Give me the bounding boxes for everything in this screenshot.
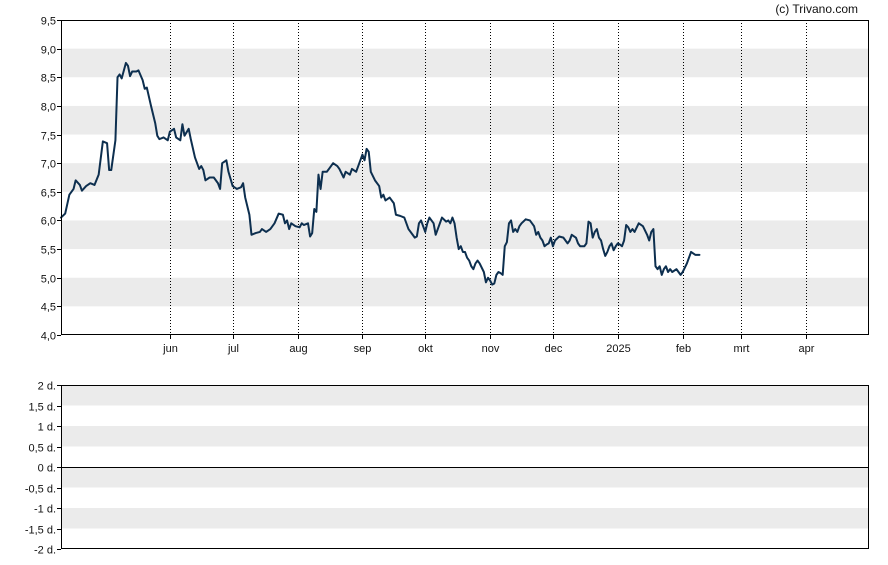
y-tick-label: -2 d. xyxy=(34,545,56,557)
price-band xyxy=(61,277,869,307)
x-tick-label: okt xyxy=(418,343,433,355)
y-tick-label: 7,0 xyxy=(41,159,56,171)
x-tick-label: nov xyxy=(482,343,500,355)
y-tick-label: 5,5 xyxy=(41,245,56,257)
price-band xyxy=(61,105,869,135)
y-tick-label: 0 d. xyxy=(38,463,56,475)
y-tick-label: 2 d. xyxy=(38,381,56,393)
copyright-label: (c) Trivano.com xyxy=(775,2,858,16)
x-tick-label: 2025 xyxy=(606,343,630,355)
y-tick-label: 4,5 xyxy=(41,302,56,314)
indicator-y-axis: -2 d. -1,5 d. -1 d. -0,5 d. 0 d. 0,5 d. 1 d. 1,… xyxy=(25,381,61,557)
price-y-axis: 4,0 4,5 5,0 5,5 6,0 6,5 7,0 7,5 8,0 8,5 9,0 9,5 xyxy=(41,16,61,343)
price-band xyxy=(61,220,869,250)
x-tick-label: mrt xyxy=(734,343,750,355)
y-tick-label: 0,5 d. xyxy=(28,443,56,455)
y-tick-label: 6,5 xyxy=(41,188,56,200)
y-tick-label: 9,5 xyxy=(41,16,56,28)
y-tick-label: 5,0 xyxy=(41,274,56,286)
y-tick-label: 9,0 xyxy=(41,45,56,57)
y-tick-label: 8,0 xyxy=(41,102,56,114)
x-tick-label: jun xyxy=(162,343,178,355)
y-tick-label: -1 d. xyxy=(34,504,56,516)
indicator-chart: -2 d. -1,5 d. -1 d. -0,5 d. 0 d. 0,5 d. 1 d. 1,… xyxy=(25,381,869,557)
price-band xyxy=(61,163,869,192)
x-tick-label: feb xyxy=(676,343,691,355)
y-tick-label: 1,5 d. xyxy=(28,402,56,414)
price-chart: 4,0 4,5 5,0 5,5 6,0 6,5 7,0 7,5 8,0 8,5 9,0 9,5 jun… xyxy=(41,16,869,355)
price-series-line xyxy=(60,61,701,286)
indicator-band xyxy=(61,508,869,529)
x-tick-label: apr xyxy=(799,343,815,355)
x-tick-label: jul xyxy=(227,343,239,355)
indicator-chart-bands xyxy=(61,385,869,529)
price-band xyxy=(61,48,869,78)
x-tick-label: dec xyxy=(545,343,563,355)
x-tick-label: aug xyxy=(289,343,307,355)
y-tick-label: 1 d. xyxy=(38,422,56,434)
indicator-chart-frame xyxy=(61,385,869,549)
price-x-axis: jun jul aug sep okt nov dec 2025 feb mrt apr xyxy=(162,335,815,355)
indicator-band xyxy=(61,385,869,406)
y-tick-label: 7,5 xyxy=(41,131,56,143)
x-tick-label: sep xyxy=(354,343,372,355)
y-tick-label: 6,0 xyxy=(41,216,56,228)
indicator-band xyxy=(61,426,869,447)
y-tick-label: 8,5 xyxy=(41,73,56,85)
y-tick-label: 4,0 xyxy=(41,331,56,343)
y-tick-label: -0,5 d. xyxy=(25,484,56,496)
y-tick-label: -1,5 d. xyxy=(25,525,56,537)
price-chart-bands xyxy=(61,48,869,307)
indicator-band xyxy=(61,467,869,488)
price-chart-frame xyxy=(61,20,869,335)
